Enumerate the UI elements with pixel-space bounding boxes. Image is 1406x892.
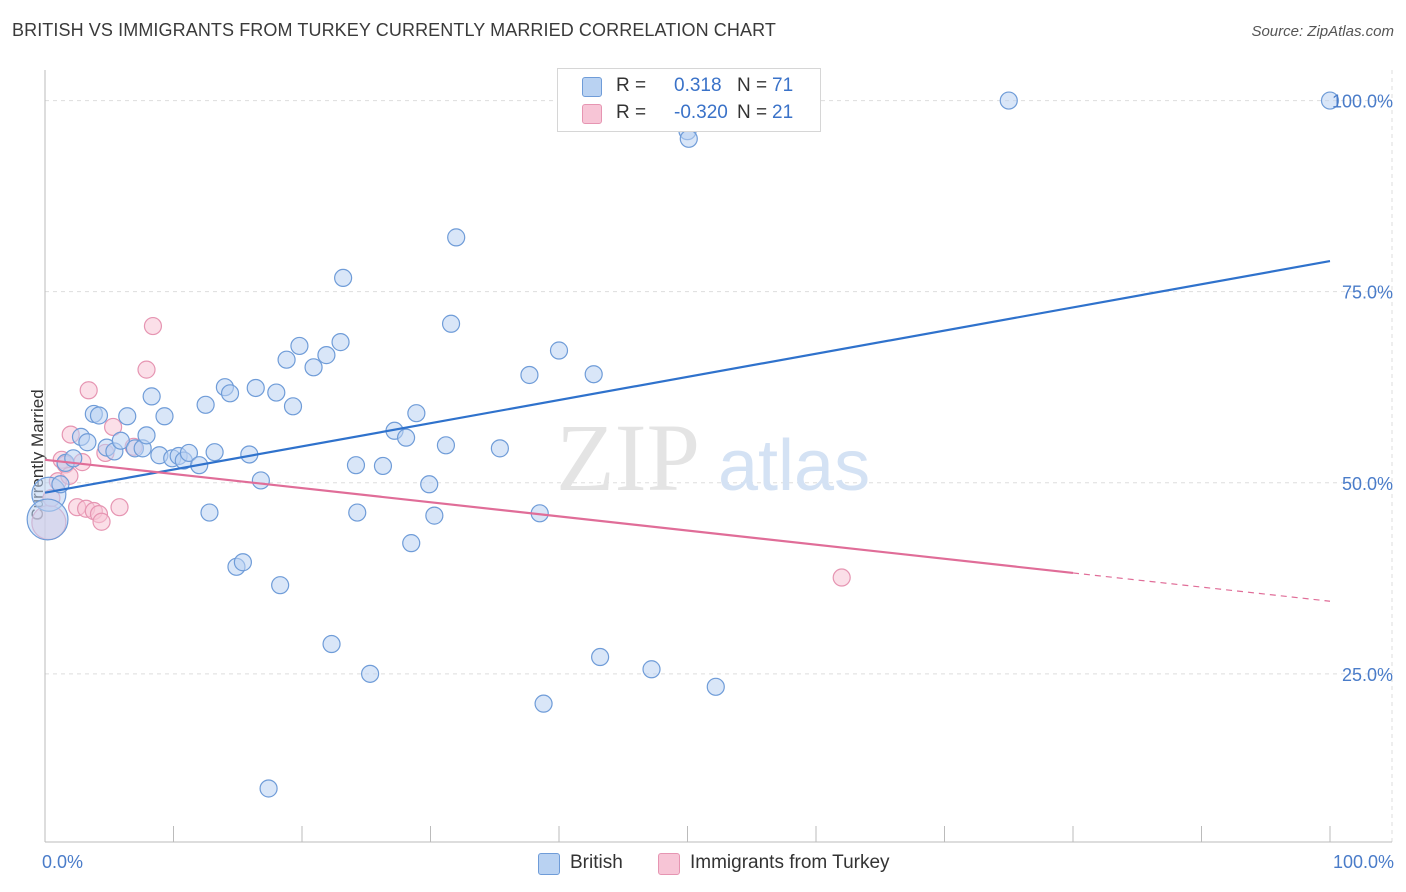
turkey-point [137, 360, 156, 379]
axes [44, 70, 1392, 843]
british-point [155, 407, 174, 426]
series-legend: British Immigrants from Turkey [0, 852, 1406, 878]
british-point [1320, 91, 1340, 110]
british-swatch [538, 853, 560, 875]
turkey-swatch [658, 853, 680, 875]
british-point [706, 677, 725, 696]
british-swatch [582, 77, 602, 97]
british-point [402, 534, 421, 553]
british-point [142, 387, 161, 406]
british-point [520, 365, 539, 385]
british-point [334, 268, 353, 288]
correlation-legend: R = 0.318 N = 71 R = -0.320 N = 21 [557, 68, 821, 132]
y-tick-label: 50.0% [1342, 474, 1393, 494]
british-point [137, 426, 156, 445]
trend-lines [44, 260, 1331, 602]
british-point [78, 433, 97, 452]
r-value: 0.318 [674, 75, 722, 96]
british-point [317, 346, 336, 365]
british-trend-line [44, 260, 1331, 494]
n-label: N = [737, 102, 768, 123]
british-point [420, 475, 439, 494]
r-value: -0.320 [674, 102, 728, 123]
watermark-zip: ZIP [556, 404, 700, 511]
british-point [271, 576, 290, 595]
turkey-swatch [582, 104, 602, 124]
british-point [447, 228, 466, 247]
source-label: Source: ZipAtlas.com [1251, 23, 1394, 40]
y-tick-label: 75.0% [1342, 283, 1393, 303]
turkey-trend-extension [1072, 572, 1331, 602]
british-point [425, 506, 444, 525]
british-point [999, 91, 1018, 110]
turkey-point [832, 568, 851, 587]
watermark: ZIP atlas [556, 404, 870, 511]
british-point [348, 503, 367, 522]
turkey-point [143, 316, 163, 336]
turkey-point [104, 417, 123, 437]
british-point [251, 471, 270, 490]
legend-label: Immigrants from Turkey [690, 852, 890, 873]
r-label: R = [616, 102, 647, 123]
british-point [259, 779, 278, 798]
turkey-trend-line [44, 458, 1074, 575]
british-point [322, 634, 341, 654]
british-point [361, 664, 380, 683]
british-point [246, 378, 265, 398]
british-point [220, 384, 240, 403]
british-point [373, 456, 393, 476]
british-point [233, 553, 252, 572]
british-point [679, 129, 698, 148]
british-point [277, 350, 296, 369]
watermark-atlas: atlas [718, 426, 870, 506]
chart-title: BRITISH VS IMMIGRANTS FROM TURKEY CURREN… [12, 20, 776, 40]
british-point [200, 503, 219, 522]
british-point [396, 428, 416, 447]
british-point [436, 436, 456, 455]
british-point [205, 443, 224, 462]
y-tick-label: 100.0% [1332, 92, 1393, 112]
turkey-point [92, 512, 111, 531]
british-point [584, 365, 603, 384]
y-tick-labels: 25.0% 50.0% 75.0% 100.0% [1332, 92, 1393, 685]
british-point [283, 397, 303, 416]
british-point [331, 333, 350, 352]
british-point [118, 407, 137, 426]
british-point [179, 443, 199, 463]
n-label: N = [737, 75, 768, 96]
british-point [642, 660, 661, 679]
british-point [346, 456, 366, 475]
british-point [26, 498, 69, 541]
british-point [549, 341, 569, 360]
british-point [89, 406, 109, 425]
n-value: 21 [772, 102, 794, 123]
british-point [441, 314, 461, 333]
turkey-point [110, 498, 129, 517]
x-tick-min: 0.0% [42, 852, 84, 872]
british-point [267, 383, 286, 402]
british-point [490, 439, 509, 458]
r-label: R = [616, 75, 647, 96]
n-value: 71 [772, 75, 794, 96]
legend-label: British [570, 852, 623, 873]
y-tick-label: 25.0% [1342, 665, 1393, 685]
x-tick-max: 100.0% [1332, 852, 1394, 872]
british-point [111, 431, 130, 450]
british-point [304, 358, 323, 377]
british-point [591, 647, 610, 667]
british-point [196, 395, 215, 414]
british-point [407, 404, 426, 423]
british-point [290, 336, 309, 356]
british-points [26, 91, 1340, 798]
british-point [534, 694, 553, 713]
turkey-point [79, 381, 98, 400]
